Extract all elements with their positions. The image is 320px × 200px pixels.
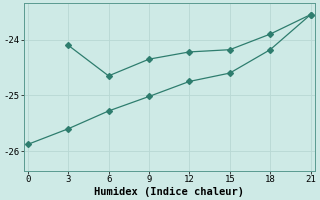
X-axis label: Humidex (Indice chaleur): Humidex (Indice chaleur) <box>94 186 244 197</box>
